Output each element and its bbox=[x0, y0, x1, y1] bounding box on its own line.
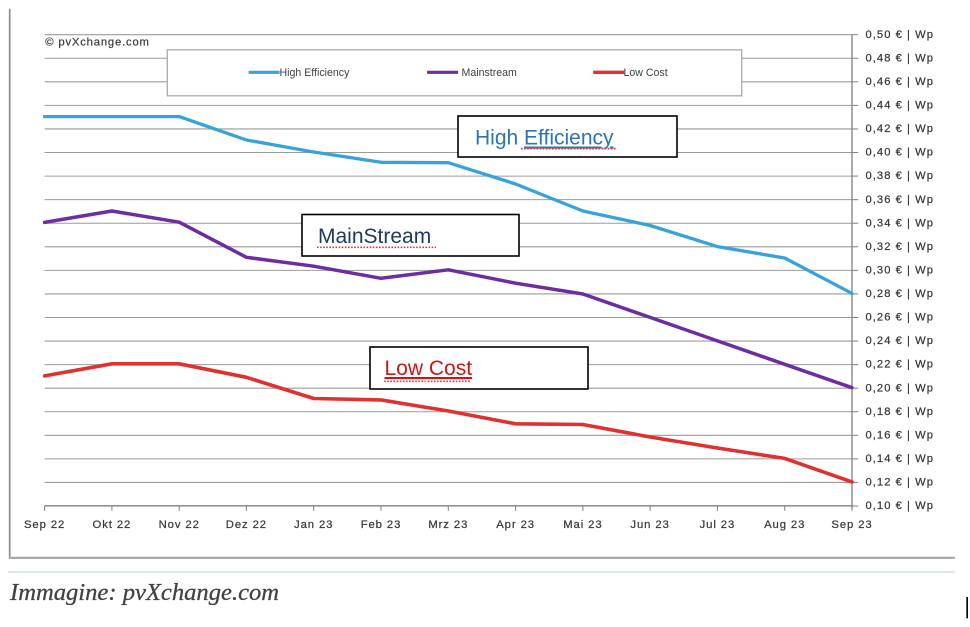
svg-text:0,30 € | Wp: 0,30 € | Wp bbox=[866, 265, 935, 277]
svg-text:Mrz 23: Mrz 23 bbox=[428, 519, 468, 531]
svg-text:© pvXchange.com: © pvXchange.com bbox=[45, 36, 149, 48]
svg-text:Apr 23: Apr 23 bbox=[496, 519, 535, 531]
svg-text:0,28 € | Wp: 0,28 € | Wp bbox=[866, 288, 935, 300]
svg-text:0,20 € | Wp: 0,20 € | Wp bbox=[866, 382, 935, 394]
svg-text:Jun 23: Jun 23 bbox=[630, 519, 669, 531]
svg-text:Low Cost: Low Cost bbox=[385, 357, 473, 380]
svg-text:0,36 € | Wp: 0,36 € | Wp bbox=[866, 194, 935, 206]
svg-text:0,34 € | Wp: 0,34 € | Wp bbox=[866, 217, 935, 229]
svg-text:Okt 22: Okt 22 bbox=[93, 519, 132, 531]
svg-text:0,10 € | Wp: 0,10 € | Wp bbox=[866, 500, 935, 512]
svg-text:0,40 € | Wp: 0,40 € | Wp bbox=[866, 147, 935, 159]
svg-text:Dez 22: Dez 22 bbox=[226, 519, 267, 531]
svg-text:Nov 22: Nov 22 bbox=[159, 519, 200, 531]
svg-text:High Efficiency: High Efficiency bbox=[475, 127, 614, 150]
svg-text:0,18 € | Wp: 0,18 € | Wp bbox=[866, 406, 935, 418]
svg-text:Jan 23: Jan 23 bbox=[294, 519, 333, 531]
svg-text:0,16 € | Wp: 0,16 € | Wp bbox=[866, 429, 935, 441]
svg-text:Immagine: pvXchange.com: Immagine: pvXchange.com bbox=[9, 579, 279, 606]
svg-text:Mainstream: Mainstream bbox=[462, 67, 518, 79]
svg-text:Sep 22: Sep 22 bbox=[24, 519, 65, 531]
svg-text:0,38 € | Wp: 0,38 € | Wp bbox=[866, 170, 935, 182]
svg-text:Aug 23: Aug 23 bbox=[764, 519, 805, 531]
svg-text:0,32 € | Wp: 0,32 € | Wp bbox=[866, 241, 935, 253]
svg-text:MainStream: MainStream bbox=[318, 225, 431, 248]
svg-text:0,48 € | Wp: 0,48 € | Wp bbox=[866, 52, 935, 64]
svg-text:0,26 € | Wp: 0,26 € | Wp bbox=[866, 312, 935, 324]
svg-text:0,50 € | Wp: 0,50 € | Wp bbox=[866, 29, 935, 41]
svg-text:0,12 € | Wp: 0,12 € | Wp bbox=[866, 477, 935, 489]
svg-text:0,46 € | Wp: 0,46 € | Wp bbox=[866, 76, 935, 88]
svg-text:Sep 23: Sep 23 bbox=[831, 519, 872, 531]
svg-text:High Efficiency: High Efficiency bbox=[280, 67, 351, 79]
svg-text:0,22 € | Wp: 0,22 € | Wp bbox=[866, 359, 935, 371]
svg-text:Low Cost: Low Cost bbox=[624, 67, 668, 79]
svg-text:Jul 23: Jul 23 bbox=[700, 519, 736, 531]
svg-text:Mai 23: Mai 23 bbox=[563, 519, 602, 531]
svg-text:0,14 € | Wp: 0,14 € | Wp bbox=[866, 453, 935, 465]
svg-text:0,42 € | Wp: 0,42 € | Wp bbox=[866, 123, 935, 135]
svg-text:0,44 € | Wp: 0,44 € | Wp bbox=[866, 100, 935, 112]
svg-text:0,24 € | Wp: 0,24 € | Wp bbox=[866, 335, 935, 347]
svg-text:Feb 23: Feb 23 bbox=[361, 519, 402, 531]
